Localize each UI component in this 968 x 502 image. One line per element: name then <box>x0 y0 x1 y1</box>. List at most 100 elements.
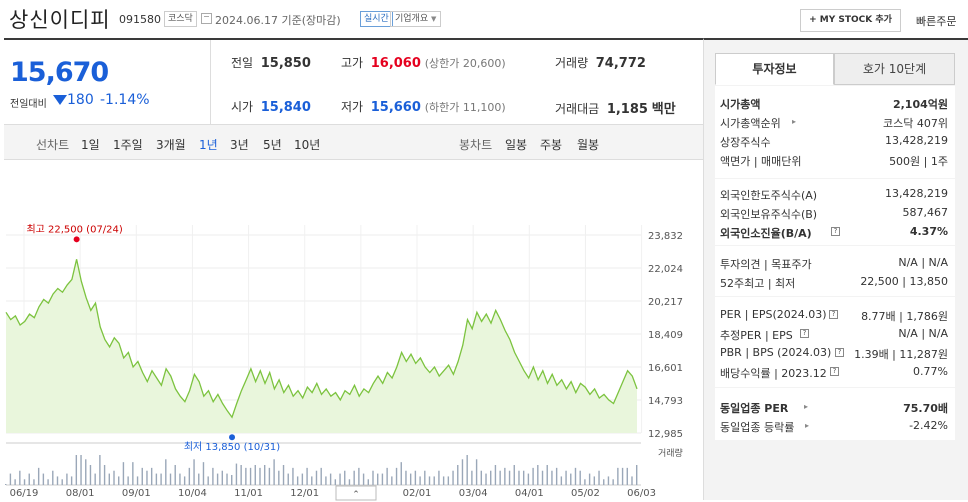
period-5y[interactable]: 5년 <box>263 138 282 152</box>
volume-bar <box>23 479 26 485</box>
company-overview-dropdown[interactable]: 기업개요 ▼ <box>390 11 442 27</box>
sector-change-row[interactable]: 동일업종 등락률 ▸ -2.42% <box>720 419 948 437</box>
volume-bar <box>391 476 393 485</box>
help-icon[interactable]: ? <box>831 227 840 236</box>
stock-name[interactable]: 상신이디피 <box>9 8 111 32</box>
x-tick-label: 06/19 <box>10 488 39 499</box>
help-icon[interactable]: ? <box>830 367 839 376</box>
volume-bar <box>334 479 337 485</box>
volume-bar <box>198 473 200 485</box>
realtime-badge[interactable]: 실시간 <box>360 11 393 27</box>
listed-shares-row: 상장주식수 13,428,219 <box>720 134 948 152</box>
price-line <box>5 259 638 419</box>
volume-bar <box>537 465 539 485</box>
candle-monthly[interactable]: 월봉 <box>577 138 600 152</box>
volume-bar <box>631 476 633 485</box>
x-tick-label: 03/04 <box>459 488 488 499</box>
help-icon[interactable]: ? <box>800 329 809 338</box>
volume-bar <box>438 470 440 485</box>
candle-daily[interactable]: 일봉 <box>505 138 528 152</box>
stock-header: 상신이디피 091580 코스닥 2024.06.17 기준(장마감) 실시간 … <box>0 0 968 38</box>
period-1d[interactable]: 1일 <box>81 138 100 152</box>
volume-bar <box>52 470 54 485</box>
market-cap-label: 시가총액 <box>720 98 761 111</box>
tab-investment-info[interactable]: 투자정보 <box>715 53 834 85</box>
volume-bar <box>475 459 478 485</box>
period-3y[interactable]: 3년 <box>230 138 249 152</box>
investment-info-panel: 투자정보 호가 10단계 시가총액 2,104억원 시가총액순위 ▸ 코스닥 407위… <box>703 38 968 500</box>
market-cap-rank-row[interactable]: 시가총액순위 ▸ 코스닥 407위 <box>720 115 948 133</box>
candle-weekly[interactable]: 주봉 <box>540 138 563 152</box>
change-amount: 180 <box>67 92 94 108</box>
volume-bar <box>603 479 605 485</box>
volume-bar <box>555 467 558 485</box>
volume-bar <box>574 467 577 485</box>
volume-bar <box>320 467 322 485</box>
quote-chart-area: 15,670 전일대비 180 -1.14% 전일 15,850 고가 16,0… <box>4 38 703 502</box>
period-10y[interactable]: 10년 <box>294 138 321 152</box>
volume-bar <box>61 479 63 485</box>
change-label: 전일대비 <box>10 99 47 110</box>
period-1w[interactable]: 1주일 <box>113 138 143 152</box>
x-tick-label: 09/01 <box>122 488 151 499</box>
volume-bar <box>504 467 506 485</box>
trade-amount-label: 거래대금 <box>555 102 600 116</box>
volume-bar <box>240 465 242 485</box>
volume-value: 74,772 <box>595 56 646 71</box>
volume-bar <box>433 476 435 485</box>
volume-bar <box>541 470 544 485</box>
my-stock-add-button[interactable]: + MY STOCK 추가 <box>800 9 901 32</box>
volume-bar <box>56 476 59 485</box>
y-tick-label: 23,832 <box>648 231 683 242</box>
chevron-right-icon: ▸ <box>805 421 810 430</box>
collapse-chart-button[interactable]: ⌃ <box>335 485 377 501</box>
period-1y[interactable]: 1년 <box>199 138 218 152</box>
volume-label: 거래량 <box>555 56 589 70</box>
volume-bar <box>626 467 628 485</box>
foreign-limit-value: 13,428,219 <box>885 187 948 200</box>
per-value: 8.77배 | 1,786원 <box>861 310 948 323</box>
volume-bar <box>221 470 224 485</box>
x-tick-label: 02/01 <box>403 488 432 499</box>
x-tick-label: 10/04 <box>178 488 207 499</box>
help-icon[interactable]: ? <box>829 310 838 319</box>
valuation-section: PER | EPS(2024.03)? 8.77배 | 1,786원 추정PER … <box>715 297 955 387</box>
week52-row: 52주최고 | 최저 22,500 | 13,850 <box>720 275 948 293</box>
volume-bar <box>212 467 214 485</box>
period-3m[interactable]: 3개월 <box>156 138 186 152</box>
est-per-label: 추정PER | EPS <box>720 329 793 342</box>
est-per-row: 추정PER | EPS? N/A | N/A <box>720 327 948 345</box>
trade-amount-unit: 백만 <box>651 102 676 117</box>
volume-bar <box>249 467 252 485</box>
help-icon[interactable]: ? <box>835 348 844 357</box>
volume-bar <box>560 476 563 485</box>
low: 저가 15,660 (하한가 11,100) <box>341 98 506 115</box>
y-tick-label: 16,601 <box>648 363 683 374</box>
volume-bar <box>122 462 125 485</box>
quick-order-button[interactable]: 빠른주문 <box>916 15 957 28</box>
volume-bar <box>296 476 299 485</box>
price-chart[interactable]: 23,832 22,024 20,217 18,409 16,601 14,793 12,9… <box>4 160 703 502</box>
line-chart-label[interactable]: 선차트 <box>36 138 70 152</box>
volume-bar <box>70 476 73 485</box>
volume-bar <box>94 473 96 485</box>
open-value: 15,840 <box>260 100 311 115</box>
volume-bar <box>28 473 30 485</box>
chevron-right-icon: ▸ <box>792 117 797 126</box>
current-price: 15,670 <box>10 57 109 88</box>
volume-bar <box>584 479 586 485</box>
foreign-hold-row: 외국인보유주식수(B) 587,467 <box>720 206 948 224</box>
open: 시가 15,840 <box>231 98 311 115</box>
volume-bar <box>636 465 638 485</box>
volume-bar <box>405 470 407 485</box>
sector-per-row[interactable]: 동일업종 PER ▸ 75.70배 <box>720 400 948 418</box>
market-badge: 코스닥 <box>164 11 197 27</box>
pbr-row: PBR | BPS (2024.03)? 1.39배 | 11,287원 <box>720 346 948 364</box>
tab-order-book[interactable]: 호가 10단계 <box>834 53 955 85</box>
candle-chart-label[interactable]: 봉차트 <box>459 138 493 152</box>
volume-bar <box>607 476 610 485</box>
volume-bar <box>588 473 591 485</box>
par-value-label: 액면가 | 매매단위 <box>720 155 802 168</box>
volume-bar <box>598 470 600 485</box>
volume-bar <box>348 479 351 485</box>
